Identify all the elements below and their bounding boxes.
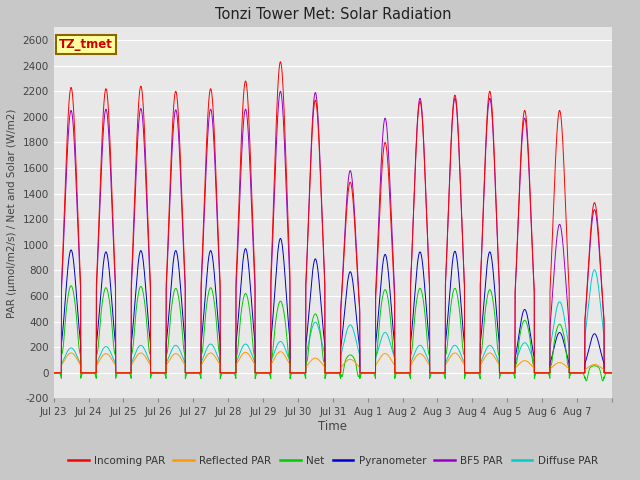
Y-axis label: PAR (μmol/m2/s) / Net and Solar (W/m2): PAR (μmol/m2/s) / Net and Solar (W/m2) xyxy=(7,108,17,318)
Text: TZ_tmet: TZ_tmet xyxy=(59,38,113,51)
X-axis label: Time: Time xyxy=(318,420,348,433)
Legend: Incoming PAR, Reflected PAR, Net, Pyranometer, BF5 PAR, Diffuse PAR: Incoming PAR, Reflected PAR, Net, Pyrano… xyxy=(63,452,602,470)
Title: Tonzi Tower Met: Solar Radiation: Tonzi Tower Met: Solar Radiation xyxy=(214,7,451,22)
